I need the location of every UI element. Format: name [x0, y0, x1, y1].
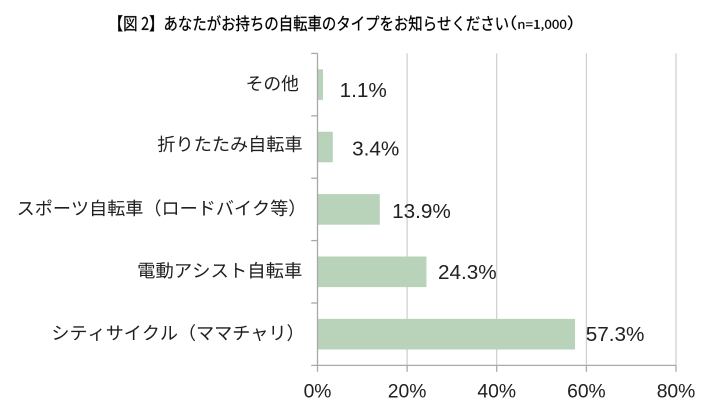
svg-text:13.9%: 13.9% [392, 200, 451, 223]
svg-text:3.4%: 3.4% [352, 137, 399, 160]
svg-text:24.3%: 24.3% [438, 261, 497, 284]
svg-text:60%: 60% [567, 382, 606, 403]
svg-text:1.1%: 1.1% [340, 79, 387, 102]
svg-text:20%: 20% [388, 382, 427, 403]
svg-text:80%: 80% [657, 382, 696, 403]
svg-text:57.3%: 57.3% [586, 323, 645, 346]
svg-text:40%: 40% [477, 382, 516, 403]
svg-text:0%: 0% [304, 382, 332, 403]
